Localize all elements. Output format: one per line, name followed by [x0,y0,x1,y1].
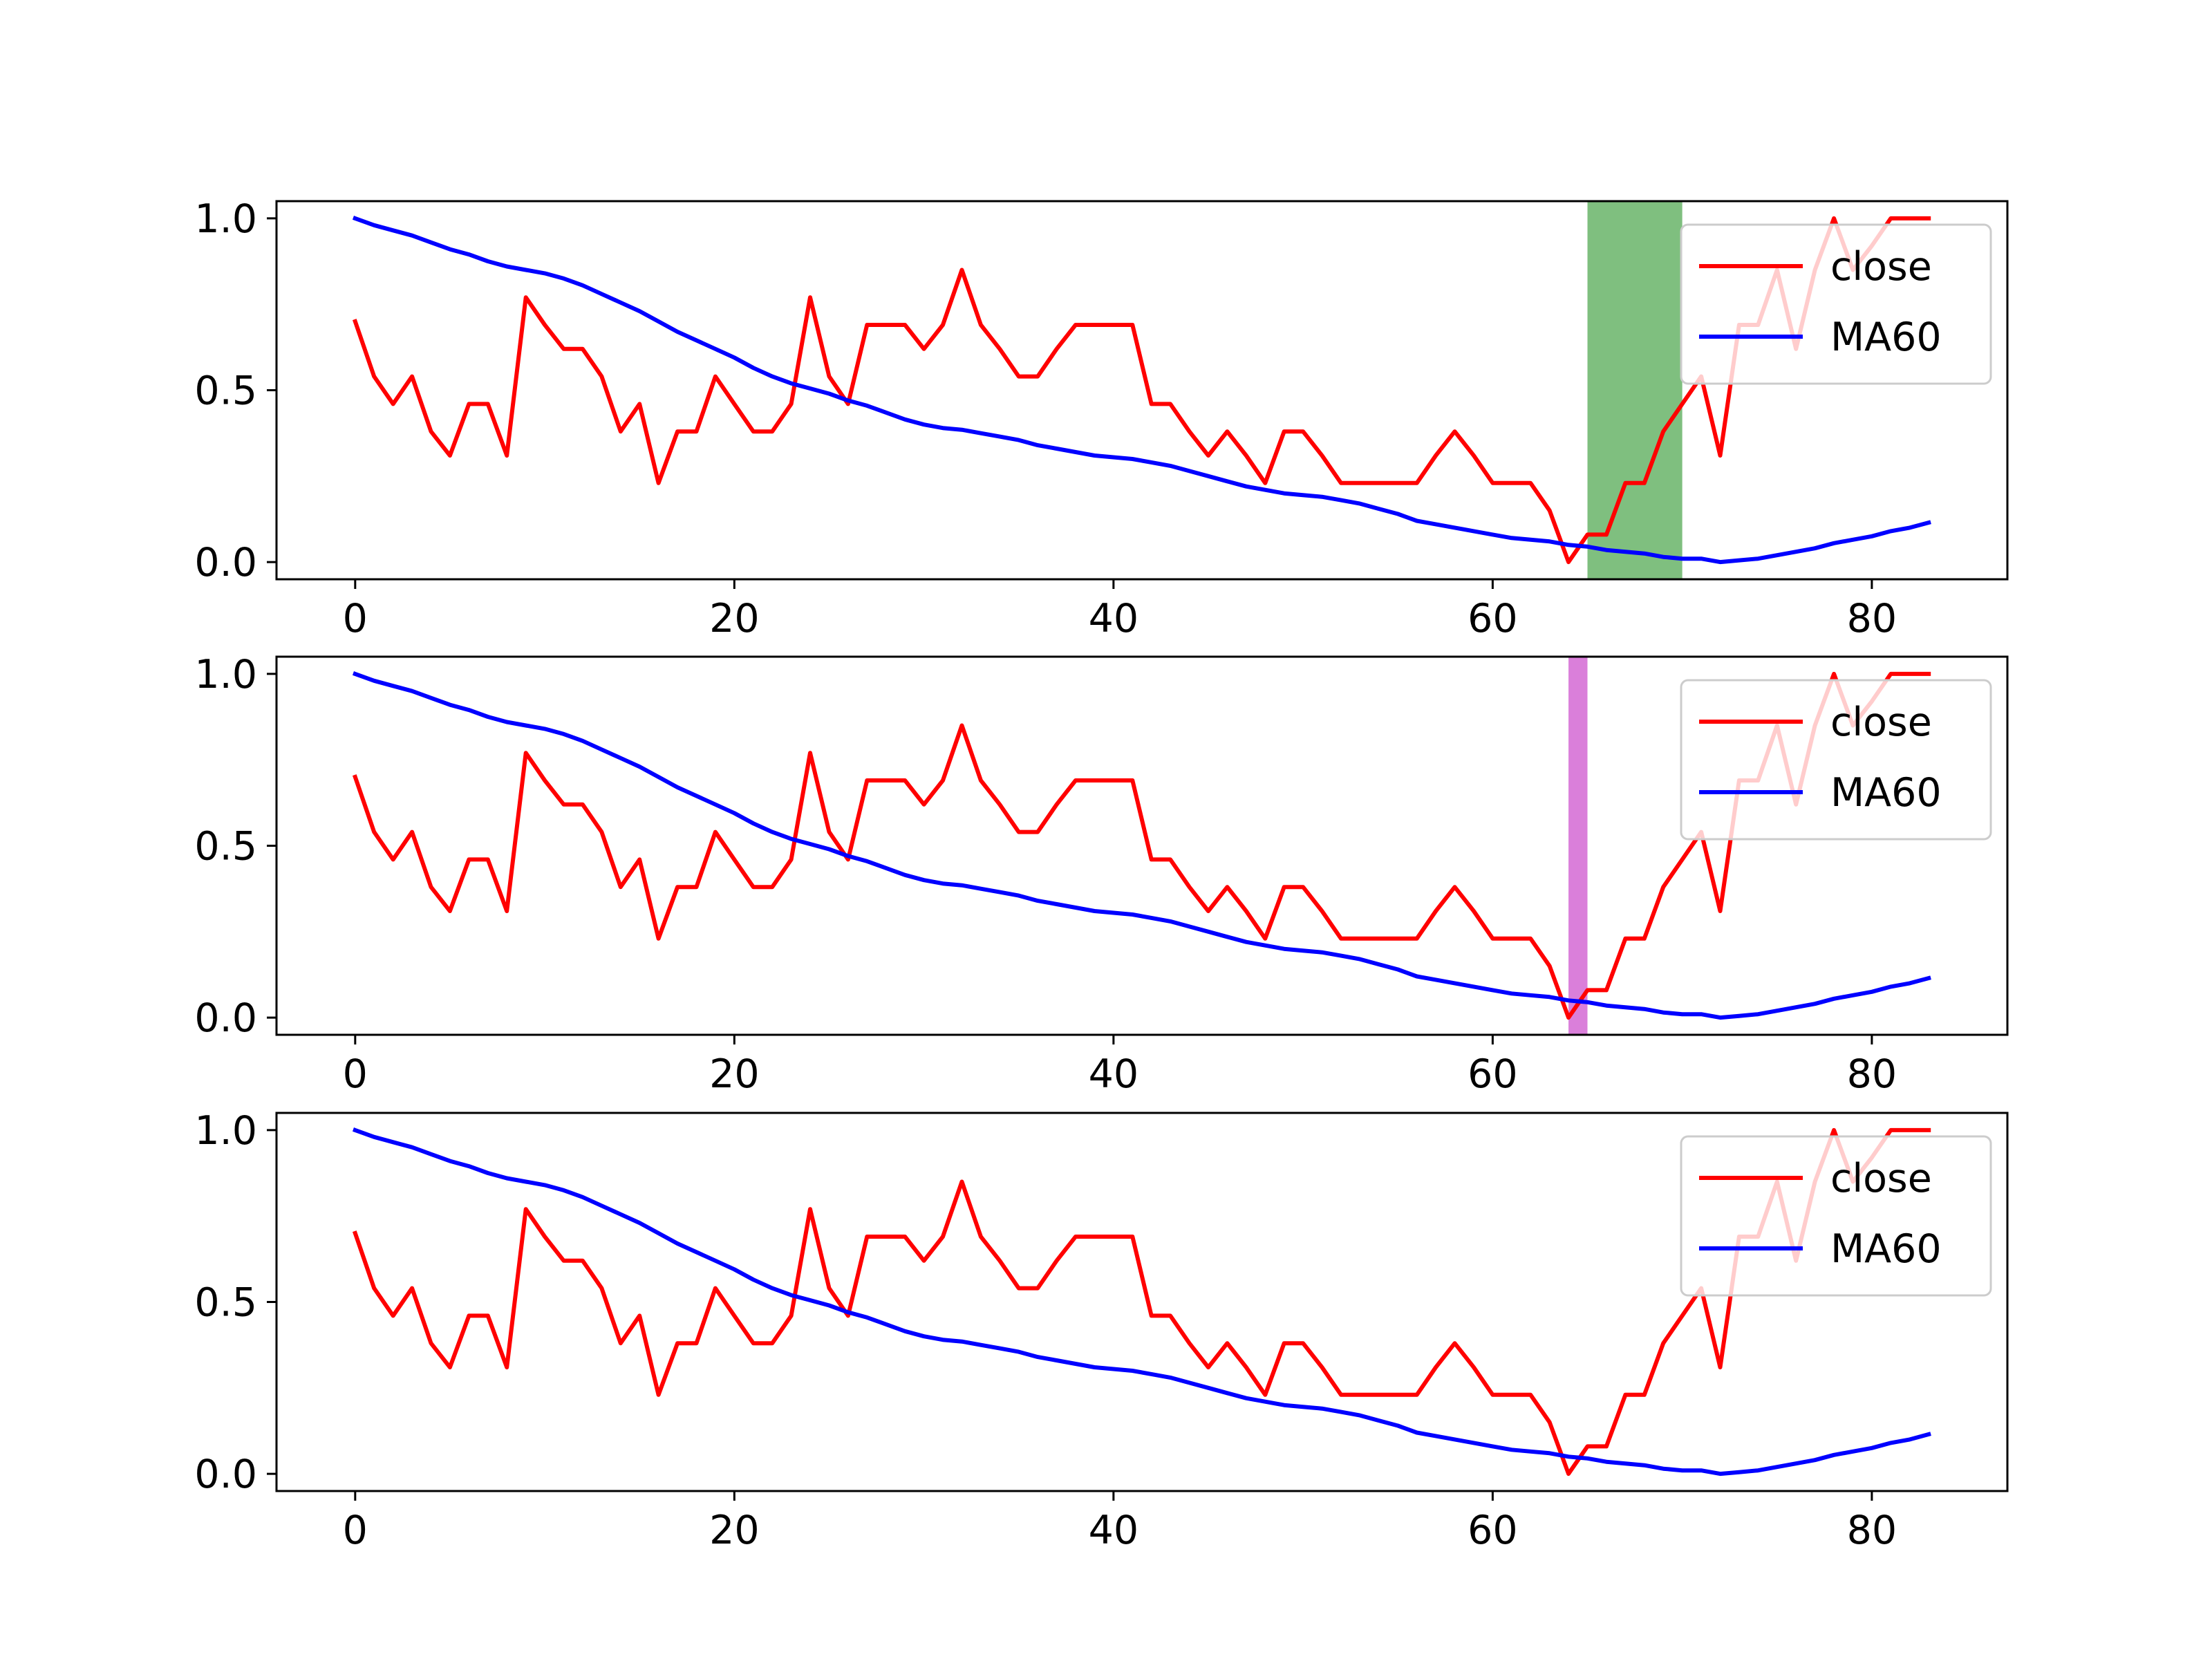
legend: close MA60 [1680,223,1992,385]
series-line-close [352,671,1931,1020]
y-tick-label: 0.0 [194,540,257,585]
x-tick-label: 80 [1847,1508,1897,1553]
x-tick-label: 20 [709,596,760,641]
y-tick-label: 1.0 [194,196,257,242]
series-line-ma60 [352,216,1931,565]
y-tick-label: 0.5 [194,824,257,870]
x-tick-label: 20 [709,1051,760,1097]
y-tick-label: 1.0 [194,652,257,697]
subplot-2: 0 20 40 60 80 0.0 0.5 1.0 close MA60 [194,652,2009,1097]
series-line-close [352,216,1931,565]
legend-label-ma60: MA60 [1830,770,1942,816]
y-tick-label: 0.5 [194,368,257,414]
y-tick-label: 1.0 [194,1108,257,1154]
legend-label-ma60: MA60 [1830,315,1942,360]
x-tick-label: 40 [1089,1051,1139,1097]
legend: close MA60 [1680,1135,1992,1297]
legend-label-ma60: MA60 [1830,1226,1942,1272]
y-tick-label: 0.5 [194,1280,257,1326]
subplot-3: 0 20 40 60 80 0.0 0.5 1.0 close MA60 [194,1108,2009,1553]
legend-label-close: close [1830,700,1932,745]
x-tick-label: 0 [343,1051,368,1097]
x-tick-label: 40 [1089,596,1139,641]
y-tick-label: 0.0 [194,995,257,1041]
x-tick-label: 0 [343,1508,368,1553]
x-tick-label: 60 [1468,1508,1518,1553]
subplot-1: 0 20 40 60 80 0.0 0.5 1.0 close MA60 [194,196,2009,641]
x-tick-label: 0 [343,596,368,641]
y-tick-label: 0.0 [194,1452,257,1497]
highlight-span [1568,657,1588,1035]
series-line-ma60 [352,1127,1931,1477]
x-tick-label: 60 [1468,1051,1518,1097]
highlight-span [1587,201,1683,579]
legend-label-close: close [1830,244,1932,290]
x-tick-label: 40 [1089,1508,1139,1553]
x-tick-label: 80 [1847,596,1897,641]
x-tick-label: 60 [1468,596,1518,641]
series-line-ma60 [352,671,1931,1020]
legend-label-close: close [1830,1156,1932,1201]
series-line-close [352,1127,1931,1477]
legend: close MA60 [1680,679,1992,841]
x-tick-label: 20 [709,1508,760,1553]
x-tick-label: 80 [1847,1051,1897,1097]
